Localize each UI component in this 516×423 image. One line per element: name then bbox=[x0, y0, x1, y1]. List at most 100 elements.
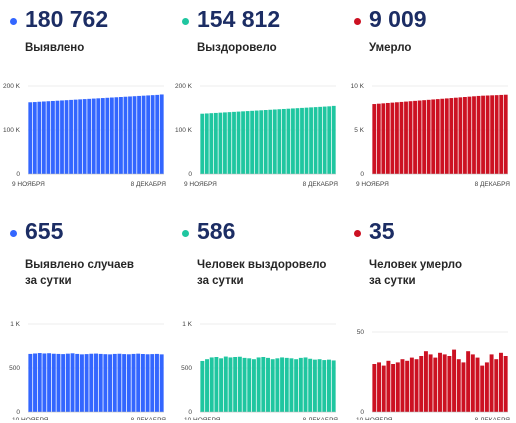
bar bbox=[103, 354, 108, 412]
bar bbox=[82, 99, 87, 174]
bar bbox=[65, 353, 70, 412]
bar bbox=[61, 354, 66, 412]
bar bbox=[286, 108, 291, 174]
bar bbox=[46, 101, 51, 174]
y-tick-label: 200 K bbox=[3, 83, 21, 90]
bar bbox=[119, 97, 123, 174]
bar bbox=[251, 359, 256, 412]
bar bbox=[426, 99, 431, 174]
bar bbox=[409, 357, 414, 412]
y-tick-label: 0 bbox=[16, 171, 20, 178]
bar bbox=[140, 354, 145, 412]
bar bbox=[205, 359, 209, 412]
bullet-dot-icon bbox=[182, 230, 189, 237]
bar bbox=[414, 359, 419, 412]
y-tick-label: 0 bbox=[16, 409, 20, 416]
bar bbox=[405, 360, 410, 412]
bar bbox=[327, 106, 332, 174]
bar bbox=[467, 96, 472, 174]
bar bbox=[480, 365, 485, 412]
bar bbox=[78, 99, 83, 174]
bar bbox=[381, 103, 386, 174]
bar bbox=[136, 353, 141, 412]
bar bbox=[284, 357, 289, 412]
bar bbox=[485, 95, 490, 174]
x-tick-label-end: 8 ДЕКАБРЯ bbox=[475, 181, 511, 188]
bar bbox=[100, 98, 105, 174]
stat-label-line: за сутки bbox=[197, 275, 244, 287]
bar bbox=[261, 357, 266, 412]
bullet-dot-icon bbox=[354, 18, 361, 25]
bar bbox=[33, 353, 37, 412]
bar bbox=[89, 353, 94, 412]
bar bbox=[298, 357, 303, 412]
y-tick-label: 1 K bbox=[182, 321, 192, 328]
bar bbox=[51, 100, 55, 174]
bar bbox=[431, 99, 436, 174]
bar bbox=[391, 364, 396, 412]
bar bbox=[214, 357, 219, 412]
bar bbox=[236, 111, 241, 174]
bar bbox=[64, 100, 69, 174]
bar bbox=[281, 108, 286, 174]
stat-label: Умерло bbox=[369, 40, 411, 56]
stat-value: 35 bbox=[369, 218, 395, 244]
bar bbox=[73, 99, 78, 174]
bar bbox=[481, 95, 485, 174]
bar bbox=[499, 94, 504, 174]
bar bbox=[200, 360, 205, 412]
bar bbox=[422, 100, 427, 174]
bar bbox=[155, 94, 160, 174]
y-tick-label: 0 bbox=[360, 171, 364, 178]
bar bbox=[390, 102, 395, 174]
stat-label-line: Человек выздоровело bbox=[197, 259, 327, 271]
bullet-dot-icon bbox=[182, 18, 189, 25]
bar-chart: 0 100 K 200 K 9 НОЯБРЯ 8 ДЕКАБРЯ bbox=[175, 83, 338, 188]
bar bbox=[204, 113, 209, 174]
bar bbox=[499, 352, 503, 412]
bar bbox=[218, 112, 223, 174]
bar bbox=[308, 358, 313, 412]
y-tick-label: 1 K bbox=[10, 321, 20, 328]
bullet-dot-icon bbox=[10, 230, 17, 237]
bar bbox=[494, 359, 499, 412]
bar bbox=[280, 357, 285, 412]
bar bbox=[300, 107, 304, 174]
bar bbox=[51, 353, 56, 412]
bar bbox=[266, 357, 270, 412]
y-tick-label: 0 bbox=[188, 409, 192, 416]
x-tick-label-start: 10 НОЯБРЯ bbox=[184, 417, 221, 420]
bar bbox=[247, 358, 252, 412]
bar bbox=[385, 102, 390, 174]
bar bbox=[146, 95, 151, 174]
bar bbox=[440, 98, 445, 174]
bar bbox=[69, 99, 73, 174]
bar bbox=[327, 359, 331, 412]
bar bbox=[503, 94, 508, 174]
bar bbox=[309, 107, 313, 174]
bar bbox=[37, 101, 42, 174]
stat-panel-2: 154 812 Выздоровело 0 100 K 200 K 9 НОЯБРЯ 8 Д… bbox=[172, 0, 344, 211]
y-tick-label: 500 bbox=[9, 365, 20, 372]
bar bbox=[291, 108, 295, 174]
bar bbox=[209, 357, 214, 412]
bar bbox=[466, 351, 471, 412]
bar bbox=[55, 100, 60, 174]
bar bbox=[449, 98, 454, 174]
bar bbox=[272, 109, 277, 174]
stat-value: 154 812 bbox=[197, 6, 281, 32]
stat-label: Человек выздоровело за сутки bbox=[197, 257, 326, 289]
bar bbox=[233, 357, 238, 412]
x-tick-label-end: 8 ДЕКАБРЯ bbox=[131, 181, 167, 188]
stat-label: Выявлено bbox=[25, 40, 84, 56]
bar bbox=[150, 354, 155, 412]
stat-label-line: Умерло bbox=[369, 42, 412, 54]
bar bbox=[372, 104, 377, 174]
bar bbox=[131, 353, 136, 412]
bar bbox=[322, 106, 327, 174]
bar bbox=[318, 106, 323, 174]
bar bbox=[250, 110, 255, 174]
bar bbox=[419, 356, 424, 412]
stat-panel-5: 586 Человек выздоровело за сутки 0 500 1 K 10 … bbox=[172, 212, 344, 423]
stat-label: Выявлено случаев за сутки bbox=[25, 257, 134, 289]
